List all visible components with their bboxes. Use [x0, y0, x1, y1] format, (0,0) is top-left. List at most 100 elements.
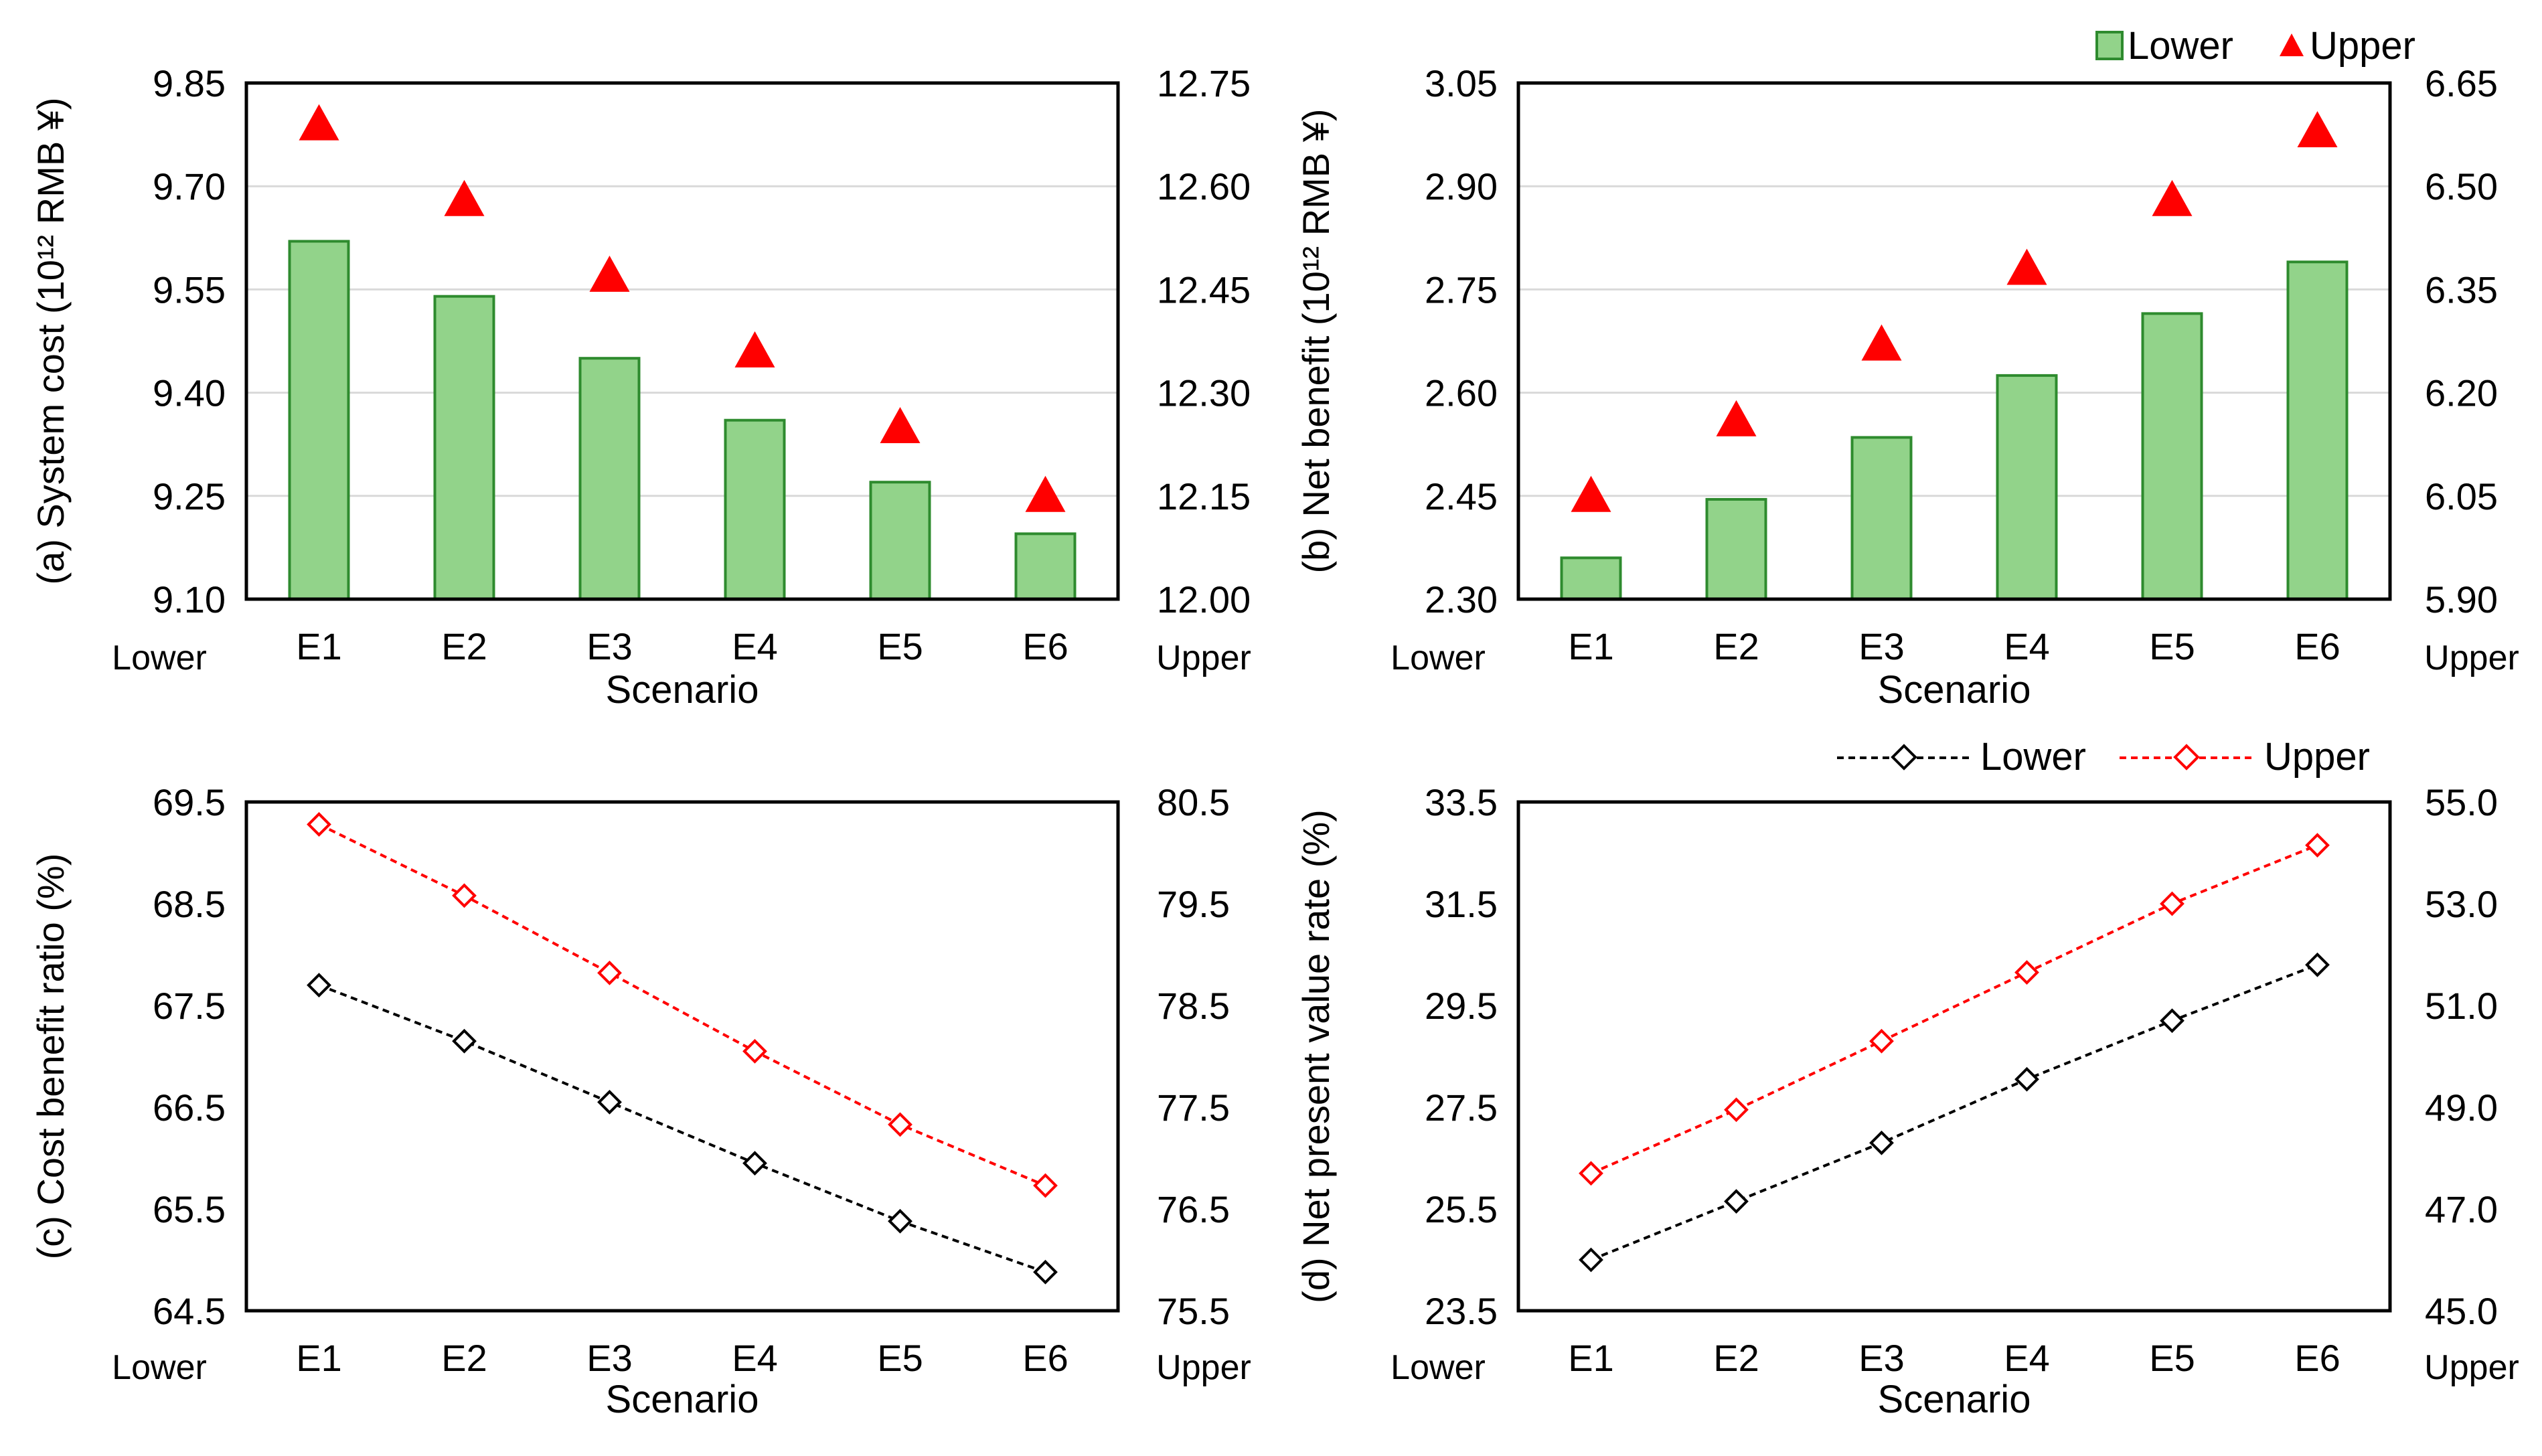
right-axis-tick-label: 76.5 — [1157, 1188, 1230, 1230]
right-axis-tick-label: 12.30 — [1157, 372, 1251, 414]
left-axis-tick-label: 27.5 — [1425, 1086, 1498, 1129]
y-axis-title: (c) Cost benefit ratio (%) — [29, 854, 72, 1260]
bar-lower — [578, 357, 641, 600]
x-tick-label: E6 — [1022, 625, 1068, 667]
left-axis-corner-label: Lower — [112, 639, 207, 677]
plot-frame — [1516, 81, 2392, 601]
series-line-lower — [318, 983, 1046, 1274]
point-marker-upper — [742, 1039, 767, 1064]
panel-b: 3.05 2.90 2.75 2.60 2.45 2.30 6.65 6.50 6.35 6.20… — [1295, 62, 2519, 712]
legend-lower-line-label: Lower — [1980, 735, 2086, 779]
x-tick-label: E4 — [732, 1337, 778, 1379]
plot-frame — [244, 800, 1120, 1313]
triangle-upper — [734, 331, 775, 368]
left-axis-tick-label: 67.5 — [153, 985, 226, 1027]
bar-lower — [869, 481, 931, 600]
point-marker-lower — [2305, 952, 2330, 977]
x-axis-title: Scenario — [606, 1378, 759, 1421]
point-marker-lower — [1579, 1247, 1603, 1273]
right-axis-tick-label: 6.35 — [2425, 268, 2498, 311]
x-tick-label: E1 — [1568, 1337, 1614, 1379]
right-axis-corner-label: Upper — [1156, 639, 1251, 677]
panel-d: 33.5 31.5 29.5 27.5 25.5 23.5 55.0 53.0 51.0 49.0… — [1295, 781, 2519, 1421]
left-axis-tick-label: 9.25 — [153, 475, 226, 517]
left-axis-tick-label: 65.5 — [153, 1188, 226, 1230]
left-axis-tick-label: 9.10 — [153, 578, 226, 621]
right-axis-tick-label: 5.90 — [2425, 578, 2498, 621]
point-marker-lower — [452, 1028, 477, 1054]
right-axis-tick-label: 45.0 — [2425, 1290, 2498, 1332]
bar-lower — [1996, 374, 2058, 601]
bar-lower — [1560, 556, 1622, 601]
point-marker-upper — [597, 960, 622, 985]
right-axis-tick-label: 77.5 — [1157, 1086, 1230, 1129]
right-axis-tick-label: 12.45 — [1157, 268, 1251, 311]
point-marker-upper — [1724, 1097, 1749, 1123]
point-marker-upper — [1869, 1028, 1894, 1054]
x-tick-label: E1 — [296, 1337, 342, 1379]
right-axis-tick-label: 12.00 — [1157, 578, 1251, 621]
triangle-upper — [1716, 400, 1757, 436]
y-axis-title: (d) Net present value rate (%) — [1295, 809, 1337, 1303]
right-axis-tick-label: 6.20 — [2425, 372, 2498, 414]
right-axis-tick-label: 12.15 — [1157, 475, 1251, 517]
legend-upper-line-label: Upper — [2264, 735, 2370, 779]
series-line-upper — [1590, 843, 2318, 1175]
bar-lower — [724, 418, 786, 600]
legend-lower-label: Lower — [2128, 24, 2233, 68]
left-axis-tick-label: 66.5 — [153, 1086, 226, 1129]
left-axis-tick-label: 31.5 — [1425, 883, 1498, 925]
left-axis-tick-label: 68.5 — [153, 883, 226, 925]
legend-upper-triangle — [2280, 33, 2304, 56]
point-marker-lower — [742, 1151, 767, 1176]
x-axis-title: Scenario — [1878, 1378, 2031, 1421]
right-axis-tick-label: 6.65 — [2425, 62, 2498, 104]
point-marker-lower — [597, 1090, 622, 1115]
point-marker-upper — [1579, 1161, 1603, 1186]
bar-lower — [1705, 497, 1767, 600]
legend-bars: Lower Upper — [2095, 24, 2415, 68]
point-marker-lower — [1724, 1189, 1749, 1214]
right-axis-tick-label: 49.0 — [2425, 1086, 2498, 1129]
point-marker-lower — [888, 1208, 912, 1234]
right-axis-corner-label: Upper — [2424, 639, 2519, 677]
panel-c: 69.5 68.5 67.5 66.5 65.5 64.5 80.5 79.5 78.5 77.5… — [29, 781, 1251, 1421]
left-axis-tick-label: 69.5 — [153, 781, 226, 823]
legend-lower-marker — [1891, 744, 1917, 771]
legend-lines: Lower Upper — [1837, 735, 2370, 779]
series-line-lower — [1590, 963, 2318, 1261]
point-marker-upper — [888, 1112, 912, 1137]
left-axis-tick-label: 9.55 — [153, 268, 226, 311]
triangle-upper — [880, 407, 921, 443]
right-axis-tick-label: 12.60 — [1157, 165, 1251, 208]
triangle-upper — [1571, 475, 1611, 512]
triangle-upper — [1025, 475, 1066, 512]
y-axis-title: (b) Net benefit (10¹² RMB ¥) — [1295, 109, 1337, 574]
legend-upper-marker — [2173, 744, 2200, 771]
point-marker-lower — [307, 973, 331, 997]
x-tick-label: E4 — [2004, 625, 2050, 667]
bar-lower — [1850, 436, 1913, 600]
legend-upper-label: Upper — [2310, 24, 2415, 68]
x-tick-label: E3 — [1858, 1337, 1905, 1379]
legend-lower-bar-swatch — [2095, 31, 2124, 60]
right-axis-tick-label: 6.05 — [2425, 475, 2498, 517]
right-axis-tick-label: 12.75 — [1157, 62, 1251, 104]
left-axis-tick-label: 33.5 — [1425, 781, 1498, 823]
right-axis-tick-label: 79.5 — [1157, 883, 1230, 925]
left-axis-tick-label: 29.5 — [1425, 985, 1498, 1027]
triangle-upper — [444, 179, 485, 216]
x-tick-label: E2 — [441, 1337, 487, 1379]
x-tick-label: E5 — [877, 625, 923, 667]
x-axis-title: Scenario — [1878, 668, 2031, 712]
left-axis-tick-label: 3.05 — [1425, 62, 1498, 104]
point-marker-upper — [2160, 891, 2184, 916]
x-tick-label: E4 — [732, 625, 778, 667]
triangle-upper — [2297, 110, 2338, 147]
right-axis-tick-label: 75.5 — [1157, 1290, 1230, 1332]
left-axis-corner-label: Lower — [1391, 639, 1486, 677]
x-tick-label: E5 — [877, 1337, 923, 1379]
triangle-upper — [299, 104, 339, 141]
point-marker-lower — [1033, 1259, 1058, 1285]
